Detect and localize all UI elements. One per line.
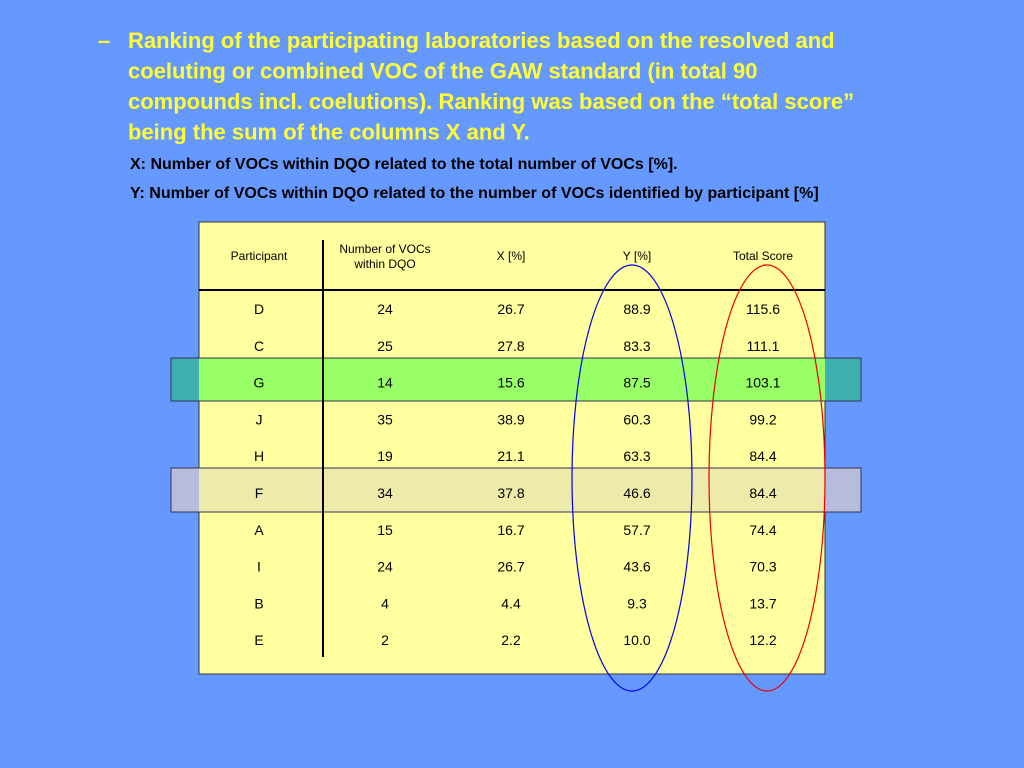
table-cell: 16.7 [497,522,524,538]
table-cell: 34 [377,485,393,501]
table-cell: 15.6 [497,375,524,391]
table-cell: 19 [377,448,393,464]
table-cell: A [254,522,264,538]
table-cell: 84.4 [749,485,776,501]
highlight-right [825,468,861,512]
highlight-border [170,357,862,402]
table-cell: D [254,301,264,317]
table-cell: 57.7 [623,522,650,538]
highlight-border [170,467,862,513]
highlight-left [171,468,199,512]
table-cell: 63.3 [623,448,650,464]
column-header: Y [%] [623,249,651,263]
table-cell: J [256,411,263,427]
table-cell: I [257,559,261,575]
table-cell: B [254,595,263,611]
bullet: – [98,28,110,53]
table-cell: 10.0 [623,632,650,648]
column-header: X [%] [497,249,526,263]
table-background [198,221,826,675]
table-cell: F [255,485,264,501]
table-cell: 4.4 [501,595,521,611]
table-cell: 115.6 [746,301,780,317]
table-cell: 70.3 [749,559,776,575]
table-cell: 38.9 [497,411,524,427]
heading-line: Ranking of the participating laboratorie… [128,28,835,53]
highlight-row [199,358,825,401]
table-cell: G [254,375,265,391]
note-line: X: Number of VOCs within DQO related to … [130,156,678,173]
table-cell: 87.5 [623,375,650,391]
table-cell: 2.2 [501,632,521,648]
table-cell: 12.2 [749,632,776,648]
table-cell: 43.6 [623,559,650,575]
total-column-ellipse [708,264,826,692]
table-cell: 4 [381,595,389,611]
heading-line: compounds incl. coelutions). Ranking was… [128,89,854,114]
table-cell: 37.8 [497,485,524,501]
y-column-ellipse [571,264,693,692]
table-cell: C [254,338,264,354]
table-cell: 83.3 [623,338,650,354]
table-cell: 46.6 [623,485,650,501]
table-cell: 21.1 [497,448,524,464]
table-cell: 27.8 [497,338,524,354]
table-cell: H [254,448,264,464]
note-line: Y: Number of VOCs within DQO related to … [130,185,819,202]
table-cell: 35 [377,411,393,427]
table-cell: 26.7 [497,559,524,575]
column-header: Number of VOCs within DQO [339,242,430,271]
table-cell: 13.7 [749,595,776,611]
highlight-left [171,358,199,401]
table-cell: 103.1 [745,375,780,391]
highlight-right [825,358,861,401]
table-cell: 88.9 [623,301,650,317]
table-cell: 2 [381,632,389,648]
table-cell: 74.4 [749,522,776,538]
table-cell: E [254,632,263,648]
heading-line: being the sum of the columns X and Y. [128,120,530,145]
table-cell: 99.2 [749,411,776,427]
table-cell: 14 [377,375,393,391]
table-cell: 111.1 [747,338,780,354]
table-cell: 84.4 [749,448,776,464]
column-header: Participant [231,249,288,263]
column-header: Total Score [733,249,793,263]
table-cell: 9.3 [627,595,647,611]
heading-line: coeluting or combined VOC of the GAW sta… [128,59,757,84]
table-cell: 15 [377,522,393,538]
table-cell: 26.7 [497,301,524,317]
table-cell: 25 [377,338,393,354]
highlight-row [199,468,825,512]
table-cell: 24 [377,301,393,317]
table-cell: 24 [377,559,393,575]
table-cell: 60.3 [623,411,650,427]
